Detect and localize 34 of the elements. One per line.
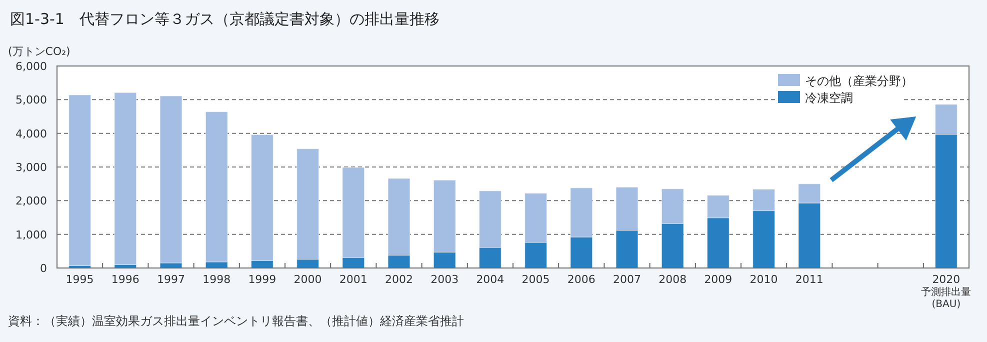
x-tick-label: 2000 <box>294 273 322 286</box>
x-tick-label: 2005 <box>522 273 550 286</box>
y-tick-label: 5,000 <box>16 94 47 107</box>
x-tick-label: 2002 <box>385 273 413 286</box>
x-tick-label: 2004 <box>476 273 504 286</box>
x-tick-label: 2009 <box>704 273 732 286</box>
y-tick-label: 4,000 <box>16 127 47 140</box>
x-tick-label: 1997 <box>157 273 185 286</box>
y-tick-label: 1,000 <box>16 228 47 242</box>
legend-label: 冷凍空調 <box>805 91 853 105</box>
legend-label: その他（産業分野） <box>805 74 913 88</box>
chart-title: 図1-3-1 代替フロン等３ガス（京都議定書対象）の排出量推移 <box>10 10 440 28</box>
x-tick-label: 2006 <box>567 273 596 286</box>
y-tick-label: 6,000 <box>16 60 47 73</box>
x-tick-label: 1995 <box>66 273 94 286</box>
x-tick-label: 2008 <box>658 273 687 286</box>
y-tick-label: 3,000 <box>16 161 47 174</box>
legend-item: 冷凍空調 <box>778 91 853 105</box>
bar <box>160 96 182 264</box>
text: 資料：（実績）温室効果ガス排出量インベントリ報告書、（推計値）経済産業省推計 <box>8 314 464 328</box>
bar <box>114 92 137 265</box>
x-tick-label: 1998 <box>202 273 231 286</box>
x-tick-label: 2003 <box>430 273 459 286</box>
x-tick-label: 1999 <box>248 273 276 286</box>
x-tick-label: 2010 <box>750 273 778 286</box>
y-tick-label: 0 <box>40 262 47 275</box>
y-tick-label: 2,000 <box>16 194 47 208</box>
legend-item: その他（産業分野） <box>778 74 913 88</box>
x-tick-label: 2001 <box>339 273 368 286</box>
y-axis-title: (万トンCO₂) <box>8 45 70 58</box>
x-tick-label: 2007 <box>613 273 641 286</box>
x-tick-label: 2011 <box>795 273 824 286</box>
x-tick-label: 2020 予測排出量 (BAU) <box>921 273 972 310</box>
x-tick-label: 1996 <box>111 273 140 286</box>
